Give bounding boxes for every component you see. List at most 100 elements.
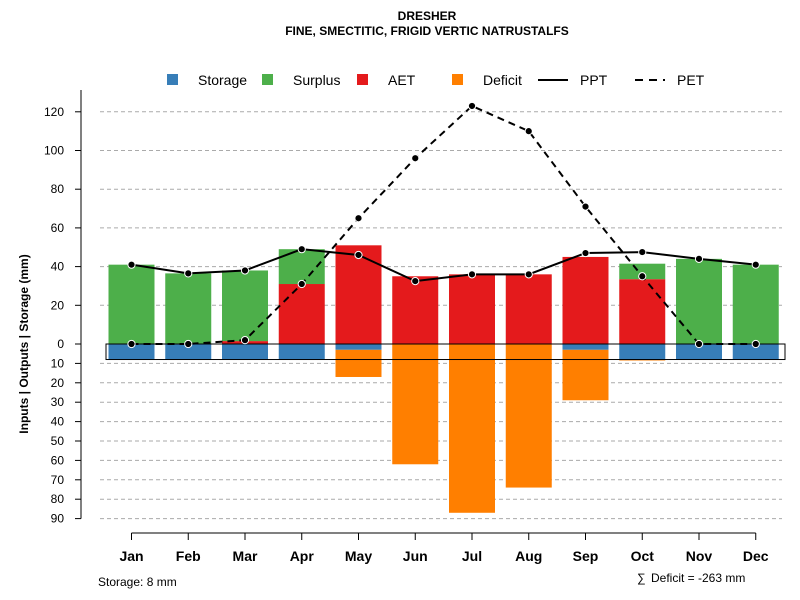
x-tick-label-apr: Apr [290, 548, 315, 564]
storage-bar-dec [732, 344, 779, 360]
storage-bar-jan [108, 344, 155, 360]
pet-point-jul [467, 101, 477, 111]
ppt-point-may [354, 250, 363, 260]
y-tick-label-top-0: 0 [57, 337, 64, 351]
ppt-point-dec [751, 260, 760, 269]
ppt-point-oct [638, 247, 647, 257]
ppt-point-jul [467, 270, 477, 279]
legend-label-ppt: PPT [580, 72, 608, 88]
storage-capacity-box [105, 343, 786, 361]
aet-bar-jun [392, 276, 439, 344]
deficit-bar-jun [392, 344, 439, 465]
ppt-line [131, 248, 756, 283]
y-tick-label-bottom-80: 80 [51, 492, 65, 506]
pet-point-apr [297, 279, 306, 289]
legend-label-deficit: Deficit [483, 72, 522, 88]
y-tick-label-top-100: 100 [44, 144, 64, 158]
y-tick-label-bottom-50: 50 [51, 434, 65, 448]
storage-bar-sep [562, 344, 609, 350]
aet-bar-sep [562, 256, 609, 344]
y-tick-label-bottom-60: 60 [51, 453, 65, 467]
pet-line [131, 104, 756, 345]
legend-swatch-surplus [262, 74, 273, 85]
storage-bar-mar [222, 344, 268, 360]
x-tick-label-nov: Nov [686, 548, 713, 564]
y-tick-label-top-60: 60 [51, 221, 65, 235]
pet-point-oct [638, 272, 647, 281]
pet-point-nov [694, 339, 704, 349]
surplus-bar-oct [619, 263, 666, 280]
x-tick-label-jan: Jan [119, 548, 143, 564]
deficit-bar-sep [562, 349, 609, 401]
ppt-point-jun [411, 277, 420, 286]
y-tick-label-bottom-10: 10 [51, 356, 65, 370]
ppt-point-sep [581, 248, 590, 258]
storage-bar-nov [676, 344, 722, 360]
x-tick-label-jun: Jun [403, 548, 428, 564]
x-tick-label-mar: Mar [233, 548, 258, 564]
aet-bar-apr [278, 284, 325, 344]
legend-label-storage: Storage [198, 72, 247, 88]
legend-label-aet: AET [388, 72, 416, 88]
x-tick-label-sep: Sep [573, 548, 599, 564]
storage-footer: Storage: 8 mm [98, 575, 177, 589]
deficit-bar-may [335, 349, 382, 377]
surplus-bar-nov [676, 258, 722, 344]
x-tick-label-dec: Dec [743, 548, 769, 564]
x-tick-label-feb: Feb [176, 548, 201, 564]
legend-swatch-deficit [452, 74, 463, 85]
y-tick-label-bottom-40: 40 [51, 415, 65, 429]
legend-swatch-aet [357, 74, 368, 85]
legend-swatch-storage [167, 74, 178, 85]
aet-bar-aug [505, 274, 552, 344]
y-tick-label-top-120: 120 [44, 105, 64, 119]
ppt-point-nov [694, 254, 704, 263]
ppt-point-mar [240, 266, 250, 275]
bar-layer [105, 245, 786, 513]
ppt-point-jan [127, 260, 136, 269]
aet-bar-jul [449, 274, 495, 344]
storage-bar-may [335, 344, 382, 350]
deficit-bar-aug [505, 344, 552, 488]
deficit-bar-jul [449, 344, 495, 513]
surplus-bar-mar [222, 270, 268, 342]
pet-point-aug [524, 127, 533, 136]
pet-point-sep [581, 202, 590, 211]
x-tick-label-may: May [345, 548, 372, 564]
chart-subtitle: FINE, SMECTITIC, FRIGID VERTIC NATRUSTAL… [285, 24, 569, 38]
line-layer [127, 101, 760, 349]
pet-point-jan [127, 339, 136, 349]
pet-point-may [354, 214, 363, 223]
x-tick-label-oct: Oct [631, 548, 655, 564]
ppt-point-apr [297, 245, 306, 254]
chart-title: DRESHER [398, 9, 457, 23]
storage-bar-oct [619, 344, 666, 360]
y-axis-label: Inputs | Outputs | Storage (mm) [17, 254, 31, 433]
pet-point-feb [184, 339, 193, 349]
x-tick-label-jul: Jul [462, 548, 482, 564]
aet-bar-may [335, 245, 382, 344]
y-tick-label-top-20: 20 [51, 298, 65, 312]
storage-bar-apr [278, 344, 325, 360]
deficit-footer: Deficit = -263 mm [651, 571, 745, 585]
y-tick-label-bottom-20: 20 [51, 376, 65, 390]
axis-layer: 0 20 40 60 80 100 120 10 20 30 40 50 60 70 80 90 Jan Feb M… [44, 90, 769, 564]
y-tick-label-top-40: 40 [51, 260, 65, 274]
surplus-bar-dec [732, 264, 779, 344]
ppt-point-feb [184, 269, 193, 278]
surplus-bar-feb [165, 273, 212, 344]
x-tick-label-aug: Aug [515, 548, 542, 564]
ppt-point-aug [524, 270, 533, 279]
y-tick-label-bottom-70: 70 [51, 473, 65, 487]
surplus-bar-jan [108, 264, 155, 344]
storage-bar-feb [165, 344, 212, 360]
legend-label-surplus: Surplus [293, 72, 340, 88]
pet-point-jun [411, 154, 420, 163]
legend: Storage Surplus AET Deficit PPT PET [167, 72, 705, 88]
legend-label-pet: PET [677, 72, 705, 88]
y-tick-label-bottom-90: 90 [51, 512, 65, 526]
grid-lines [100, 111, 782, 520]
pet-point-dec [751, 339, 760, 349]
y-tick-label-top-80: 80 [51, 182, 65, 196]
pet-point-mar [240, 336, 250, 345]
